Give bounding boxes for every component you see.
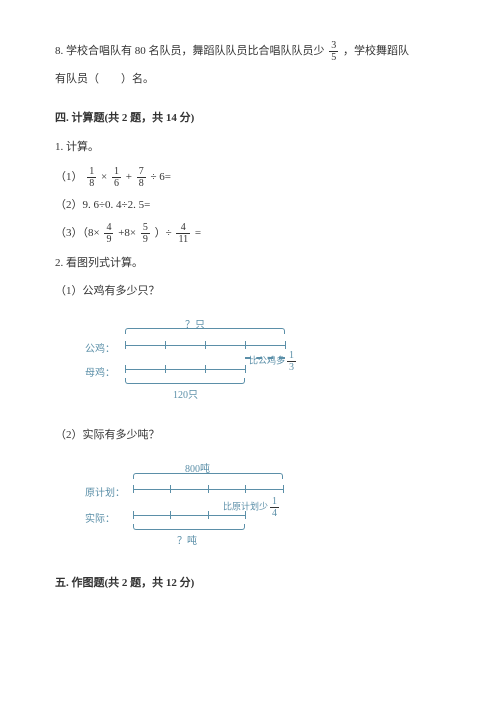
d2-plan-label: 原计划： <box>85 484 125 503</box>
q8-prefix: 8. 学校合唱队有 80 名队员，舞蹈队队员比合唱队队员少 <box>55 45 325 57</box>
frac-1-8: 18 <box>87 166 96 189</box>
question-8: 8. 学校合唱队有 80 名队员，舞蹈队队员比合唱队队员少 3 5 ，学校舞蹈队 <box>55 40 445 63</box>
diagram-plan-actual: 800吨 原计划： 比原计划少14 实际： ？吨 <box>85 460 445 555</box>
sec4-sub1: （1）公鸡有多少只？ <box>55 281 445 302</box>
q8-line2: 有队员（ ）名。 <box>55 69 445 90</box>
d1-top-bracket <box>125 328 285 334</box>
section-4-title: 四. 计算题(共 2 题，共 14 分) <box>55 108 445 129</box>
d1-hen-bar <box>125 366 245 374</box>
calc-3: （3）（8× 49 +8× 59 ）÷ 411 = <box>55 222 445 245</box>
q8-mid: ，学校舞蹈队 <box>343 45 409 57</box>
frac-5-9: 59 <box>141 222 150 245</box>
d2-top-bracket <box>133 473 283 479</box>
sec4-q1: 1. 计算。 <box>55 137 445 158</box>
frac-4-11: 411 <box>176 222 190 245</box>
d1-rooster-label: 公鸡： <box>85 340 115 359</box>
q8-fraction: 3 5 <box>329 40 338 63</box>
calc-1: （1） 18 × 16 + 78 ÷ 6= <box>55 166 445 189</box>
d1-rooster-bar <box>125 342 285 350</box>
frac-7-8: 78 <box>137 166 146 189</box>
d1-bottom-label: 120只 <box>173 386 198 405</box>
section-5-title: 五. 作图题(共 2 题，共 12 分) <box>55 573 445 594</box>
calc-2: （2）9. 6÷0. 4÷2. 5= <box>55 195 445 216</box>
d2-bottom-bracket <box>133 524 245 530</box>
frac-1-6: 16 <box>112 166 121 189</box>
frac-4-9a: 49 <box>104 222 113 245</box>
sec4-sub2: （2）实际有多少吨？ <box>55 425 445 446</box>
d2-bottom-label: ？吨 <box>177 532 197 551</box>
sec4-q2: 2. 看图列式计算。 <box>55 253 445 274</box>
diagram-rooster-hen: ？只 公鸡： 母鸡： 比公鸡多13 120只 <box>85 316 445 411</box>
d1-hen-label: 母鸡： <box>85 364 115 383</box>
d1-extra-label: 比公鸡多13 <box>249 350 298 373</box>
d2-actual-label: 实际： <box>85 510 115 529</box>
d2-plan-bar <box>133 486 283 494</box>
d1-bottom-bracket <box>125 378 245 384</box>
d2-actual-bar <box>133 512 245 520</box>
